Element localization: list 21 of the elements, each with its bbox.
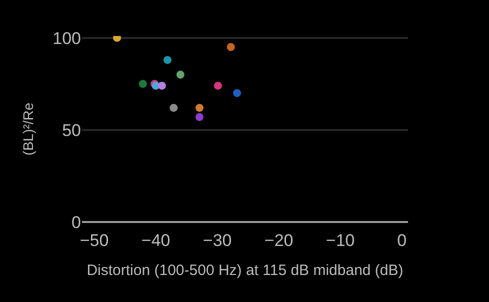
point [195,104,204,112]
point [195,113,204,122]
x-tick-label: −20 [264,231,294,250]
x-tick-label: −40 [141,231,170,250]
y-axis-title: (BL)²/Re [20,102,36,156]
x-tick-label: −30 [202,231,232,250]
point [138,80,147,88]
x-axis-title: Distortion (100-500 Hz) at 115 dB midband (dB) [86,262,404,279]
y-tick-label: 100 [52,28,81,48]
point [233,89,241,98]
x-tick-label: 0 [397,231,407,250]
point [176,70,184,79]
point [170,104,178,112]
point [226,43,235,52]
point [158,82,166,90]
y-tick-label: 50 [62,120,81,140]
y-tick-label: 0 [72,212,81,232]
point [164,56,172,64]
x-tick-label: −50 [80,231,109,250]
point [214,82,222,90]
x-tick-label: −10 [326,231,355,250]
